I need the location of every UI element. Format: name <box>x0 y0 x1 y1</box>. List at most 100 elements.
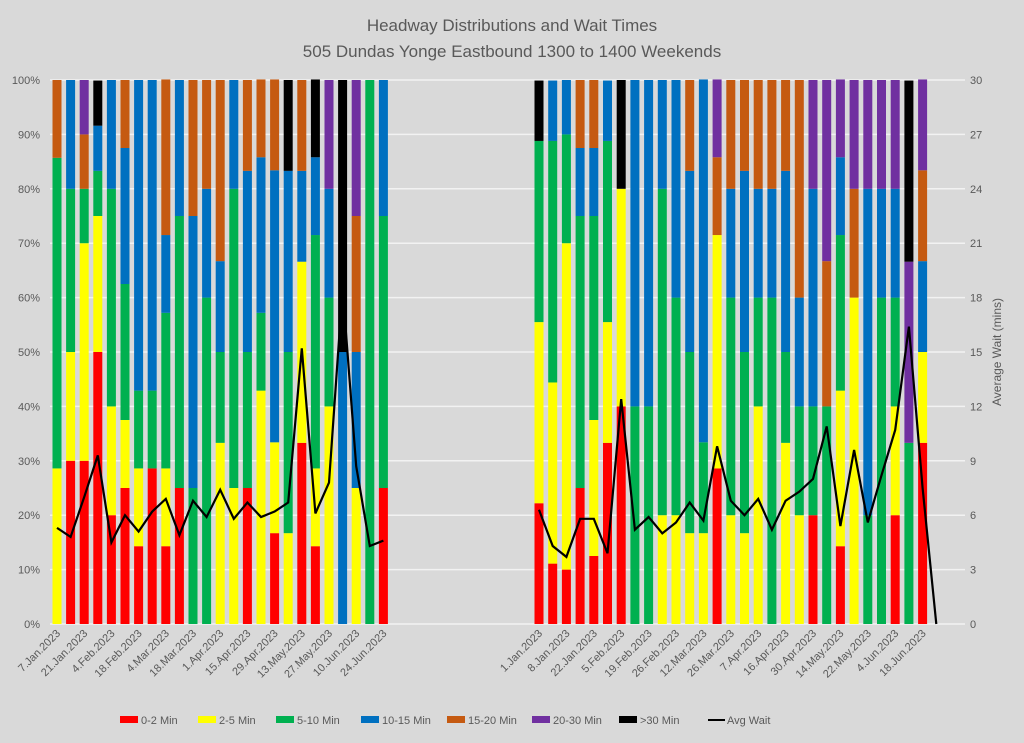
legend-item: Avg Wait <box>708 715 770 727</box>
bar-segment <box>107 406 116 515</box>
bar-segment <box>891 515 900 624</box>
legend-label: 5-10 Min <box>297 715 340 727</box>
bar-segment <box>713 79 722 157</box>
bar-segment <box>918 79 927 170</box>
bar-segment <box>80 243 89 461</box>
right-tick-label: 24 <box>970 184 982 196</box>
bar-segment <box>767 298 776 624</box>
right-tick-label: 0 <box>970 619 976 631</box>
bar-segment <box>781 352 790 443</box>
bar-segment <box>658 189 667 515</box>
bar-segment <box>603 81 612 141</box>
bar-segment <box>284 533 293 624</box>
bar-segment <box>850 80 859 189</box>
bar-segment <box>658 80 667 189</box>
legend-swatch <box>447 716 465 723</box>
bar-segment <box>229 80 238 189</box>
bar-segment <box>257 79 266 157</box>
bar-segment <box>297 443 306 624</box>
bar-segment <box>134 391 143 469</box>
legend-swatch <box>532 716 550 723</box>
bar-segment <box>850 189 859 298</box>
bar-segment <box>352 216 361 352</box>
bar-segment <box>53 468 62 624</box>
bar-segment <box>589 80 598 148</box>
bar-segment <box>726 80 735 189</box>
bar-segment <box>548 564 557 624</box>
bar-segment <box>603 141 612 322</box>
bar-segment <box>229 488 238 624</box>
bar-segment <box>891 80 900 189</box>
bar-segment <box>161 79 170 235</box>
right-tick-label: 15 <box>970 347 982 359</box>
bar-segment <box>66 461 75 624</box>
bar-segment <box>644 80 653 406</box>
bar-segment <box>161 235 170 313</box>
bar-segment <box>603 322 612 443</box>
bar-segment <box>338 352 347 624</box>
bar-segment <box>121 488 130 624</box>
bar-segment <box>243 352 252 488</box>
right-tick-label: 27 <box>970 129 982 141</box>
bar-segment <box>202 298 211 624</box>
bar-segment <box>809 406 818 515</box>
bar-segment <box>535 503 544 624</box>
legend-item: 2-5 Min <box>198 715 256 727</box>
bar-segment <box>726 298 735 516</box>
bar-segment <box>877 298 886 624</box>
bar-segment <box>93 216 102 352</box>
bar-segment <box>352 80 361 216</box>
bar-segment <box>891 298 900 407</box>
bar-segment <box>740 352 749 533</box>
bar-segment <box>216 352 225 443</box>
bar-segment <box>311 157 320 235</box>
bar-segment <box>576 148 585 216</box>
bar-segment <box>257 391 266 624</box>
legend-swatch <box>120 716 138 723</box>
bar-segment <box>257 157 266 313</box>
bar-segment <box>548 81 557 141</box>
bar-segment <box>80 134 89 188</box>
bar-segment <box>795 298 804 407</box>
bar-segment <box>216 261 225 352</box>
bar-segment <box>121 80 130 148</box>
bar-segment <box>822 261 831 406</box>
bar-segment <box>726 189 735 298</box>
bar-segment <box>699 533 708 624</box>
chart-subtitle: 505 Dundas Yonge Eastbound 1300 to 1400 … <box>303 42 721 61</box>
bar-segment <box>243 80 252 171</box>
legend-label: 20-30 Min <box>553 715 602 727</box>
left-tick-label: 100% <box>12 75 40 87</box>
bar-segment <box>270 442 279 533</box>
legend-label: 15-20 Min <box>468 715 517 727</box>
bar-segment <box>93 126 102 171</box>
bar-segment <box>672 515 681 624</box>
bar-segment <box>338 80 347 352</box>
bar-segment <box>229 189 238 488</box>
bar-segment <box>630 80 639 406</box>
right-tick-label: 30 <box>970 75 982 87</box>
bar-segment <box>863 189 872 515</box>
bar-segment <box>781 80 790 171</box>
bar-segment <box>325 298 334 407</box>
left-tick-label: 40% <box>18 401 40 413</box>
left-tick-label: 60% <box>18 293 40 305</box>
bar-segment <box>767 189 776 298</box>
bar-segment <box>175 216 184 488</box>
bar-segment <box>93 171 102 216</box>
bar-segment <box>672 80 681 298</box>
bar-segment <box>713 468 722 624</box>
bar-segment <box>379 216 388 488</box>
bar-segment <box>836 79 845 157</box>
bar-segment <box>121 420 130 488</box>
legend-item: 10-15 Min <box>361 715 431 727</box>
right-axis-title: Average Wait (mins) <box>990 298 1004 406</box>
legend-item: 0-2 Min <box>120 715 178 727</box>
legend-swatch <box>276 716 294 723</box>
bar-segment <box>216 80 225 261</box>
chart-title: Headway Distributions and Wait Times <box>367 16 657 35</box>
right-tick-label: 18 <box>970 293 982 305</box>
bar-segment <box>161 546 170 624</box>
bar-segment <box>589 556 598 624</box>
